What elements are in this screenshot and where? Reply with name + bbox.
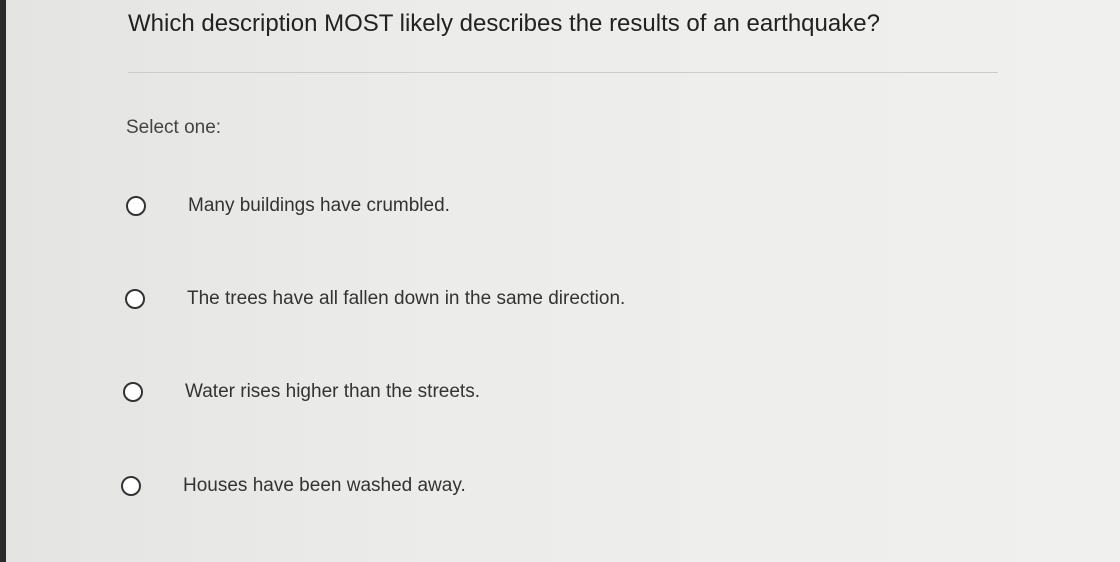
radio-button[interactable] [123, 382, 143, 402]
option-1[interactable]: Many buildings have crumbled. [126, 195, 450, 217]
radio-button[interactable] [121, 476, 141, 496]
question-text: Which description MOST likely describes … [128, 10, 880, 37]
select-one-label: Select one: [126, 117, 222, 138]
option-label: Water rises higher than the streets. [185, 381, 480, 402]
option-2[interactable]: The trees have all fallen down in the sa… [125, 288, 625, 310]
screen-edge [0, 0, 6, 562]
option-4[interactable]: Houses have been washed away. [121, 475, 466, 497]
option-label: Houses have been washed away. [183, 475, 466, 496]
option-3[interactable]: Water rises higher than the streets. [123, 381, 480, 403]
divider [128, 72, 998, 73]
radio-button[interactable] [126, 196, 146, 216]
radio-button[interactable] [125, 289, 145, 309]
option-label: Many buildings have crumbled. [188, 195, 450, 216]
option-label: The trees have all fallen down in the sa… [187, 288, 626, 309]
